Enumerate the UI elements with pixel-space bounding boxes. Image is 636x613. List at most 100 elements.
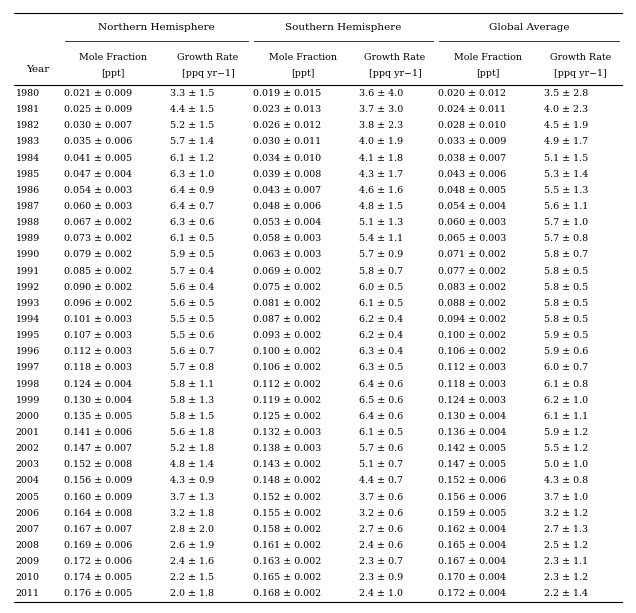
Text: 5.1 ± 0.7: 5.1 ± 0.7	[359, 460, 404, 470]
Text: 6.4 ± 0.9: 6.4 ± 0.9	[170, 186, 214, 195]
Text: 0.118 ± 0.003: 0.118 ± 0.003	[64, 364, 132, 373]
Text: 4.1 ± 1.8: 4.1 ± 1.8	[359, 154, 403, 162]
Text: 0.148 ± 0.002: 0.148 ± 0.002	[253, 476, 321, 485]
Text: 2007: 2007	[16, 525, 39, 534]
Text: 1996: 1996	[16, 348, 40, 356]
Text: 6.0 ± 0.7: 6.0 ± 0.7	[544, 364, 588, 373]
Text: 0.054 ± 0.004: 0.054 ± 0.004	[438, 202, 506, 211]
Text: [ppq yr−1]: [ppq yr−1]	[555, 69, 607, 78]
Text: [ppq yr−1]: [ppq yr−1]	[369, 69, 422, 78]
Text: 0.119 ± 0.002: 0.119 ± 0.002	[253, 396, 321, 405]
Text: 1995: 1995	[16, 331, 40, 340]
Text: 3.5 ± 2.8: 3.5 ± 2.8	[544, 89, 589, 98]
Text: 4.3 ± 0.8: 4.3 ± 0.8	[544, 476, 588, 485]
Text: 0.065 ± 0.003: 0.065 ± 0.003	[438, 234, 507, 243]
Text: 0.172 ± 0.004: 0.172 ± 0.004	[438, 590, 506, 598]
Text: 0.170 ± 0.004: 0.170 ± 0.004	[438, 573, 506, 582]
Text: 4.0 ± 1.9: 4.0 ± 1.9	[359, 137, 404, 147]
Text: 0.130 ± 0.004: 0.130 ± 0.004	[438, 412, 506, 421]
Text: 0.147 ± 0.005: 0.147 ± 0.005	[438, 460, 506, 470]
Text: 1990: 1990	[16, 251, 40, 259]
Text: 0.163 ± 0.002: 0.163 ± 0.002	[253, 557, 321, 566]
Text: 0.030 ± 0.007: 0.030 ± 0.007	[64, 121, 132, 131]
Text: 2004: 2004	[16, 476, 39, 485]
Text: 3.2 ± 1.8: 3.2 ± 1.8	[170, 509, 214, 518]
Text: 6.1 ± 0.8: 6.1 ± 0.8	[544, 379, 588, 389]
Text: 0.152 ± 0.002: 0.152 ± 0.002	[253, 493, 321, 501]
Text: 0.085 ± 0.002: 0.085 ± 0.002	[64, 267, 132, 276]
Text: 0.125 ± 0.002: 0.125 ± 0.002	[253, 412, 321, 421]
Text: 1993: 1993	[16, 299, 40, 308]
Text: 0.063 ± 0.003: 0.063 ± 0.003	[253, 251, 322, 259]
Text: 0.152 ± 0.008: 0.152 ± 0.008	[64, 460, 132, 470]
Text: 4.5 ± 1.9: 4.5 ± 1.9	[544, 121, 589, 131]
Text: 1999: 1999	[16, 396, 40, 405]
Text: 0.143 ± 0.002: 0.143 ± 0.002	[253, 460, 321, 470]
Text: 2.4 ± 1.0: 2.4 ± 1.0	[359, 590, 403, 598]
Text: 0.077 ± 0.002: 0.077 ± 0.002	[438, 267, 506, 276]
Text: 1981: 1981	[16, 105, 40, 114]
Text: Year: Year	[26, 65, 50, 74]
Text: 0.054 ± 0.003: 0.054 ± 0.003	[64, 186, 132, 195]
Text: 0.053 ± 0.004: 0.053 ± 0.004	[253, 218, 321, 227]
Text: 5.6 ± 0.4: 5.6 ± 0.4	[170, 283, 214, 292]
Text: 0.164 ± 0.008: 0.164 ± 0.008	[64, 509, 132, 518]
Text: 5.6 ± 1.8: 5.6 ± 1.8	[170, 428, 214, 437]
Text: 5.6 ± 0.5: 5.6 ± 0.5	[170, 299, 214, 308]
Text: 0.069 ± 0.002: 0.069 ± 0.002	[253, 267, 321, 276]
Text: 5.5 ± 0.6: 5.5 ± 0.6	[170, 331, 214, 340]
Text: 0.087 ± 0.002: 0.087 ± 0.002	[253, 315, 321, 324]
Text: 3.6 ± 4.0: 3.6 ± 4.0	[359, 89, 404, 98]
Text: 0.073 ± 0.002: 0.073 ± 0.002	[64, 234, 132, 243]
Text: 4.3 ± 0.9: 4.3 ± 0.9	[170, 476, 214, 485]
Text: 4.4 ± 1.5: 4.4 ± 1.5	[170, 105, 214, 114]
Text: 5.2 ± 1.5: 5.2 ± 1.5	[170, 121, 214, 131]
Text: 1992: 1992	[16, 283, 40, 292]
Text: 0.118 ± 0.003: 0.118 ± 0.003	[438, 379, 506, 389]
Text: 0.038 ± 0.007: 0.038 ± 0.007	[438, 154, 506, 162]
Text: 0.028 ± 0.010: 0.028 ± 0.010	[438, 121, 506, 131]
Text: 5.7 ± 1.0: 5.7 ± 1.0	[544, 218, 588, 227]
Text: 2011: 2011	[16, 590, 39, 598]
Text: 0.176 ± 0.005: 0.176 ± 0.005	[64, 590, 132, 598]
Text: 0.112 ± 0.003: 0.112 ± 0.003	[64, 348, 132, 356]
Text: 2006: 2006	[16, 509, 40, 518]
Text: 4.4 ± 0.7: 4.4 ± 0.7	[359, 476, 403, 485]
Text: 2.3 ± 0.7: 2.3 ± 0.7	[359, 557, 404, 566]
Text: 0.088 ± 0.002: 0.088 ± 0.002	[438, 299, 506, 308]
Text: 2.4 ± 1.6: 2.4 ± 1.6	[170, 557, 214, 566]
Text: 5.5 ± 1.2: 5.5 ± 1.2	[544, 444, 589, 453]
Text: 5.8 ± 1.1: 5.8 ± 1.1	[170, 379, 214, 389]
Text: 5.7 ± 1.4: 5.7 ± 1.4	[170, 137, 214, 147]
Text: Growth Rate: Growth Rate	[177, 53, 238, 63]
Text: 6.4 ± 0.7: 6.4 ± 0.7	[170, 202, 214, 211]
Text: 4.8 ± 1.4: 4.8 ± 1.4	[170, 460, 214, 470]
Text: 2.3 ± 0.9: 2.3 ± 0.9	[359, 573, 404, 582]
Text: 3.3 ± 1.5: 3.3 ± 1.5	[170, 89, 214, 98]
Text: 6.1 ± 0.5: 6.1 ± 0.5	[170, 234, 214, 243]
Text: 0.161 ± 0.002: 0.161 ± 0.002	[253, 541, 321, 550]
Text: 1986: 1986	[16, 186, 40, 195]
Text: 0.138 ± 0.003: 0.138 ± 0.003	[253, 444, 321, 453]
Text: 0.167 ± 0.007: 0.167 ± 0.007	[64, 525, 132, 534]
Text: 5.1 ± 1.3: 5.1 ± 1.3	[359, 218, 404, 227]
Text: 6.1 ± 0.5: 6.1 ± 0.5	[359, 299, 404, 308]
Text: 5.7 ± 0.8: 5.7 ± 0.8	[170, 364, 214, 373]
Text: 3.7 ± 3.0: 3.7 ± 3.0	[359, 105, 404, 114]
Text: 5.7 ± 0.4: 5.7 ± 0.4	[170, 267, 214, 276]
Text: 6.4 ± 0.6: 6.4 ± 0.6	[359, 379, 404, 389]
Text: 4.6 ± 1.6: 4.6 ± 1.6	[359, 186, 404, 195]
Text: 2.6 ± 1.9: 2.6 ± 1.9	[170, 541, 214, 550]
Text: 0.130 ± 0.004: 0.130 ± 0.004	[64, 396, 132, 405]
Text: 2002: 2002	[16, 444, 39, 453]
Text: 0.043 ± 0.007: 0.043 ± 0.007	[253, 186, 321, 195]
Text: 2010: 2010	[16, 573, 39, 582]
Text: 0.167 ± 0.004: 0.167 ± 0.004	[438, 557, 506, 566]
Text: 6.2 ± 0.4: 6.2 ± 0.4	[359, 315, 404, 324]
Text: 5.0 ± 1.0: 5.0 ± 1.0	[544, 460, 588, 470]
Text: 0.165 ± 0.004: 0.165 ± 0.004	[438, 541, 506, 550]
Text: 6.1 ± 0.5: 6.1 ± 0.5	[359, 428, 404, 437]
Text: 5.8 ± 0.5: 5.8 ± 0.5	[544, 299, 589, 308]
Text: 2.4 ± 0.6: 2.4 ± 0.6	[359, 541, 404, 550]
Text: 6.2 ± 0.4: 6.2 ± 0.4	[359, 331, 404, 340]
